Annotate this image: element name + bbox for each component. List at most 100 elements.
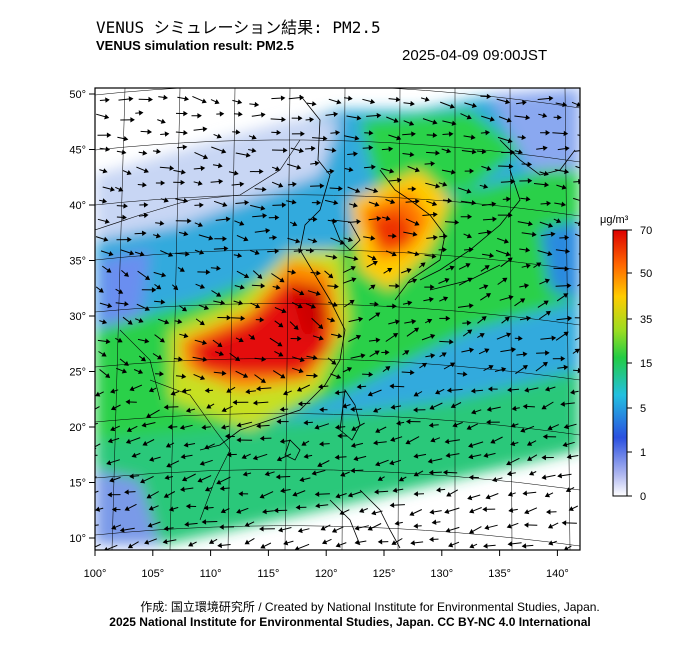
wind-arrow-head	[155, 233, 161, 239]
wind-arrow-head	[313, 372, 319, 379]
wind-arrow-head	[542, 434, 548, 440]
wind-arrow-head	[561, 520, 567, 526]
wind-arrow-head	[479, 333, 485, 338]
wind-arrow-head	[202, 356, 208, 362]
wind-arrow-head	[339, 239, 345, 245]
wind-arrow	[577, 134, 580, 136]
wind-arrow-head	[259, 317, 265, 323]
wind-arrow-head	[310, 303, 317, 309]
wind-arrow-head	[471, 200, 477, 206]
wind-arrow-head	[385, 215, 391, 221]
wind-arrow-head	[557, 114, 562, 121]
colorbar-unit: μg/m³	[600, 214, 629, 226]
wind-arrow-head	[137, 369, 144, 375]
wind-arrow-head	[542, 361, 548, 367]
wind-arrow-head	[404, 350, 410, 356]
wind-arrow-head	[544, 386, 551, 392]
wind-arrow-head	[564, 266, 570, 272]
wind-arrow-head	[374, 350, 380, 356]
wind-arrow-head	[181, 306, 187, 312]
wind-arrow-head	[541, 474, 547, 480]
wind-arrow-head	[244, 522, 250, 527]
wind-arrow-head	[483, 543, 488, 549]
wind-arrow-head	[102, 319, 108, 325]
wind-arrow-head	[368, 130, 374, 136]
wind-arrow-head	[360, 353, 366, 359]
wind-arrow-head	[214, 99, 220, 105]
wind-arrow-head	[181, 373, 187, 380]
wind-arrow-head	[430, 437, 436, 443]
wind-arrow-head	[505, 251, 511, 257]
wind-arrow-head	[182, 144, 188, 150]
wind-arrow-head	[275, 474, 281, 480]
wind-arrow-head	[376, 215, 382, 222]
wind-arrow-head	[236, 437, 241, 443]
wind-arrow-head	[429, 296, 434, 303]
wind-arrow-head	[300, 131, 305, 137]
colorbar-label: 50	[640, 268, 652, 280]
wind-arrow-head	[278, 527, 283, 533]
wind-arrow-head	[446, 387, 452, 393]
wind-arrow-head	[410, 100, 415, 107]
wind-arrow-head	[567, 315, 573, 322]
wind-arrow-head	[163, 197, 169, 203]
wind-arrow-head	[545, 350, 550, 356]
wind-arrow-head	[151, 287, 157, 293]
wind-arrow-head	[492, 477, 498, 483]
lat-tick-label: 25°	[69, 367, 86, 379]
wind-arrow-head	[217, 342, 223, 348]
wind-arrow-head	[222, 236, 227, 242]
pm25-field	[95, 88, 591, 550]
wind-arrow-head	[107, 302, 113, 309]
wind-arrow-head	[260, 378, 266, 383]
wind-arrow-head	[223, 245, 229, 252]
wind-arrow-head	[161, 272, 167, 278]
wind-arrow-head	[447, 197, 453, 204]
wind-arrow-head	[143, 168, 149, 174]
wind-arrow	[578, 253, 580, 255]
wind-arrow-head	[105, 146, 111, 152]
wind-arrow-head	[331, 147, 337, 153]
wind-arrow-head	[490, 438, 496, 444]
wind-arrow-head	[372, 260, 378, 266]
wind-arrow-head	[560, 356, 566, 362]
wind-arrow-head	[424, 96, 430, 102]
wind-arrow-head	[394, 520, 400, 526]
wind-arrow-head	[183, 442, 189, 448]
lon-tick-label: 120°	[315, 568, 338, 580]
wind-arrow-head	[368, 145, 374, 151]
wind-arrow-head	[303, 419, 308, 426]
wind-arrow-head	[204, 387, 210, 394]
lon-tick-label: 115°	[257, 568, 279, 580]
wind-arrow-head	[588, 271, 591, 275]
wind-arrow-head	[466, 188, 472, 194]
wind-arrow-head	[334, 424, 340, 430]
wind-arrow-head	[226, 452, 232, 458]
wind-arrow-head	[409, 151, 415, 158]
lon-tick-label: 105°	[141, 568, 164, 580]
wind-arrow-head	[531, 231, 537, 238]
wind-arrow-head	[204, 444, 210, 450]
wind-arrow-head	[525, 263, 531, 269]
wind-arrow-head	[522, 490, 528, 496]
wind-arrow-head	[203, 304, 210, 311]
lon-tick-label: 100°	[84, 568, 107, 580]
wind-arrow-head	[546, 200, 552, 207]
wind-arrow-head	[187, 218, 192, 224]
wind-arrow-head	[242, 471, 248, 477]
wind-arrow-head	[232, 399, 237, 406]
wind-arrow-head	[218, 178, 224, 185]
wind-arrow-head	[273, 507, 279, 514]
wind-arrow-head	[406, 268, 412, 274]
wind-arrow-head	[238, 491, 243, 497]
wind-arrow-head	[318, 324, 324, 330]
wind-arrow-head	[465, 263, 471, 268]
wind-arrow-head	[448, 131, 454, 137]
wind-arrow-head	[183, 129, 188, 136]
wind-arrow-head	[296, 386, 303, 392]
wind-arrow-head	[199, 375, 206, 381]
wind-arrow-head	[244, 539, 250, 545]
wind-arrow-head	[375, 337, 381, 343]
wind-arrow-head	[550, 231, 556, 237]
wind-arrow-head	[391, 540, 397, 545]
